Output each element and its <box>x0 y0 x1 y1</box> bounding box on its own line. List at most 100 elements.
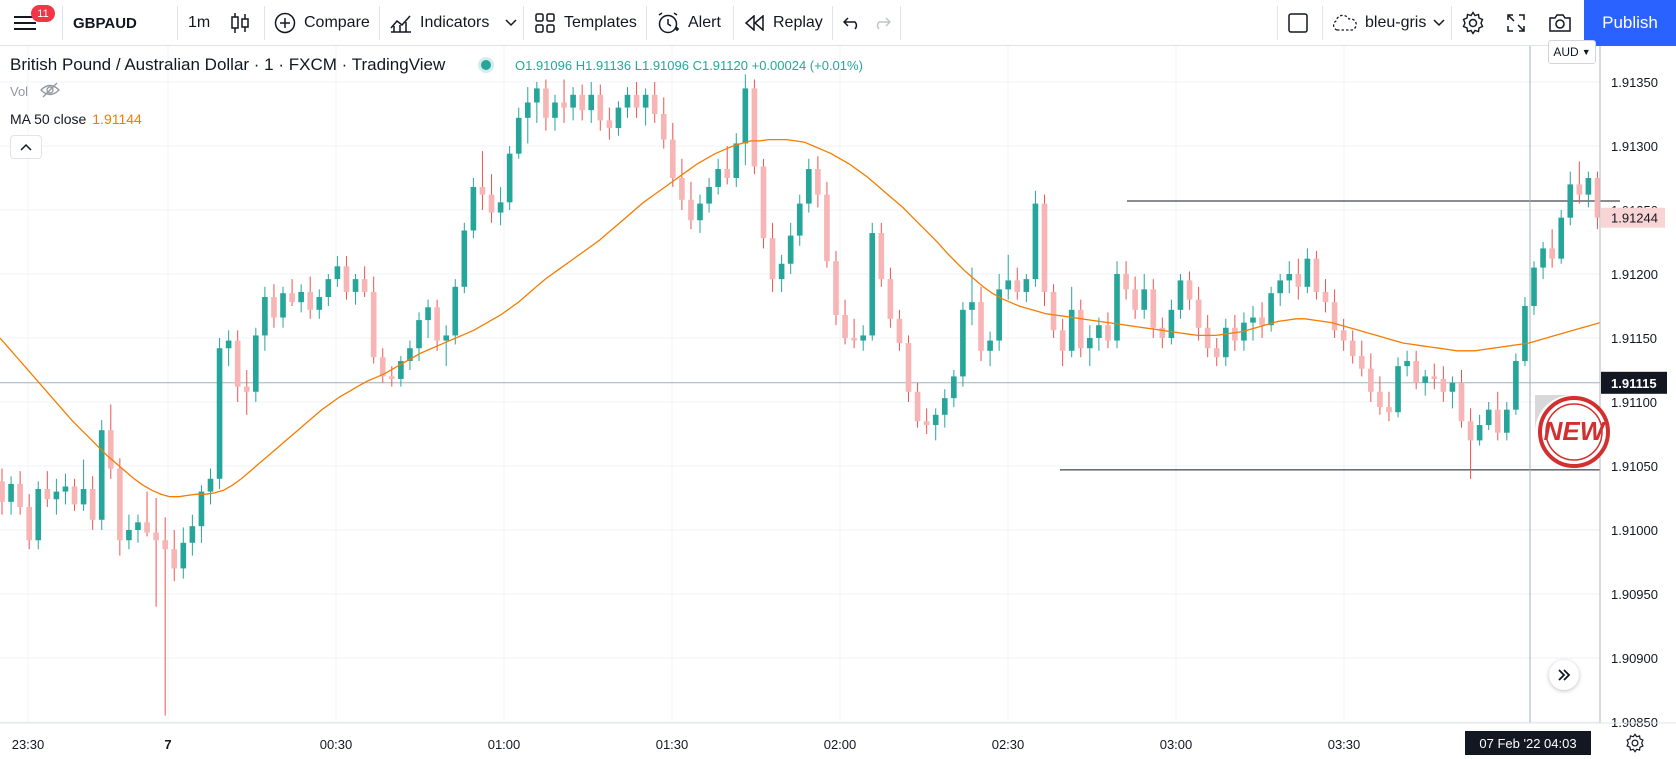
collapse-legend-button[interactable] <box>10 135 42 159</box>
eye-crossed-icon[interactable] <box>40 82 60 98</box>
divider <box>379 6 380 40</box>
layout-name-button[interactable]: bleu-gris <box>1330 0 1426 46</box>
candle-body <box>89 489 96 520</box>
candle-body <box>1141 289 1148 310</box>
candle <box>1213 338 1220 367</box>
candle-body <box>289 293 295 303</box>
candle <box>352 274 359 305</box>
candle-body <box>1041 203 1048 292</box>
time-tick-label: 7 <box>164 737 171 752</box>
fullscreen-button[interactable] <box>1506 0 1526 46</box>
candle <box>760 158 767 249</box>
candle <box>1467 408 1474 479</box>
indicators-button[interactable]: Indicators <box>390 0 489 46</box>
candle <box>1576 161 1583 204</box>
candle-body <box>271 297 277 318</box>
candle-body <box>1404 361 1410 367</box>
candle-body <box>26 506 33 541</box>
symbol-legend-title[interactable]: British Pound / Australian Dollar · 1 · … <box>10 55 446 74</box>
candle <box>534 82 540 123</box>
layout-square-icon <box>1288 13 1308 33</box>
symbol-search-button[interactable]: GBPAUD <box>73 14 137 32</box>
candle <box>1168 299 1175 345</box>
candle <box>941 389 948 428</box>
screenshot-button[interactable] <box>1548 0 1572 46</box>
candle-body <box>316 297 323 310</box>
currency-selector[interactable]: AUD ▼ <box>1548 40 1596 64</box>
candle-body <box>1567 184 1574 218</box>
candle <box>1585 171 1592 208</box>
scroll-to-realtime-button[interactable] <box>1549 660 1579 690</box>
indicators-icon <box>390 15 411 33</box>
double-chevron-right-icon <box>1558 669 1571 681</box>
candle <box>706 178 712 213</box>
indicators-dropdown[interactable] <box>505 0 517 46</box>
candle <box>1322 279 1329 313</box>
compare-button[interactable]: Compare <box>274 0 370 46</box>
menu-button[interactable] <box>14 0 54 46</box>
candle <box>0 468 5 515</box>
price-tick-label: 1.91000 <box>1611 523 1658 538</box>
candle <box>978 286 984 362</box>
candle <box>361 266 368 298</box>
candle <box>44 471 51 507</box>
interval-button[interactable]: 1m <box>188 14 211 31</box>
volume-legend[interactable]: Vol <box>10 84 29 99</box>
candle-body <box>642 94 649 108</box>
templates-button[interactable]: Templates <box>535 0 637 46</box>
settings-button[interactable] <box>1461 0 1485 46</box>
candle-body <box>751 88 758 167</box>
candle <box>443 325 450 367</box>
candle <box>506 146 513 210</box>
candle-body <box>1513 361 1519 410</box>
candle-body <box>1050 291 1057 331</box>
candle <box>135 514 141 543</box>
candle <box>914 382 921 428</box>
price-tick-label: 1.91100 <box>1611 395 1657 410</box>
redo-button[interactable] <box>873 0 891 46</box>
candle-body <box>824 194 830 262</box>
candle-body <box>1295 274 1302 287</box>
candle <box>905 335 912 402</box>
gear-icon[interactable] <box>1625 733 1645 753</box>
candle-body <box>506 153 513 203</box>
candle-body <box>425 307 431 321</box>
chart-type-button[interactable] <box>230 0 250 46</box>
candle-body <box>1059 330 1066 351</box>
time-tick-label: 23:30 <box>12 737 45 752</box>
ma-50-line <box>0 138 1601 498</box>
candle <box>615 101 622 136</box>
candle-body <box>1368 368 1374 392</box>
candle <box>1594 171 1601 230</box>
candle <box>1041 194 1048 306</box>
candle-body <box>851 338 857 341</box>
replay-button[interactable]: Replay <box>745 0 823 46</box>
candle-body <box>370 291 377 358</box>
candle <box>416 312 422 362</box>
notification-badge: 11 <box>31 5 55 22</box>
market-status-dot[interactable] <box>481 60 491 70</box>
candle <box>1005 254 1012 300</box>
candle <box>570 87 576 121</box>
candle-body <box>1449 382 1456 392</box>
candle <box>153 498 159 607</box>
candle <box>1132 276 1138 319</box>
candle-body <box>1358 355 1365 369</box>
publish-button[interactable]: Publish <box>1584 0 1676 46</box>
candle <box>1458 370 1465 428</box>
candle-body <box>1168 309 1175 338</box>
layout-dropdown[interactable] <box>1433 0 1445 46</box>
undo-button[interactable] <box>843 0 861 46</box>
candle <box>1114 261 1120 349</box>
price-chart[interactable]: 1.913501.913001.912501.912001.911501.911… <box>0 46 1676 759</box>
candle <box>1386 391 1392 422</box>
cloud-icon <box>1332 14 1357 31</box>
candle <box>824 181 830 268</box>
candle <box>887 267 894 328</box>
alert-button[interactable]: Alert <box>656 0 721 46</box>
layout-toggle-button[interactable] <box>1288 0 1308 46</box>
candle-body <box>660 114 667 140</box>
price-axis: 1.913501.913001.912501.912001.911501.911… <box>1599 46 1667 730</box>
candle-body <box>1322 291 1329 303</box>
ma-legend[interactable]: MA 50 close 1.91144 <box>10 111 142 127</box>
